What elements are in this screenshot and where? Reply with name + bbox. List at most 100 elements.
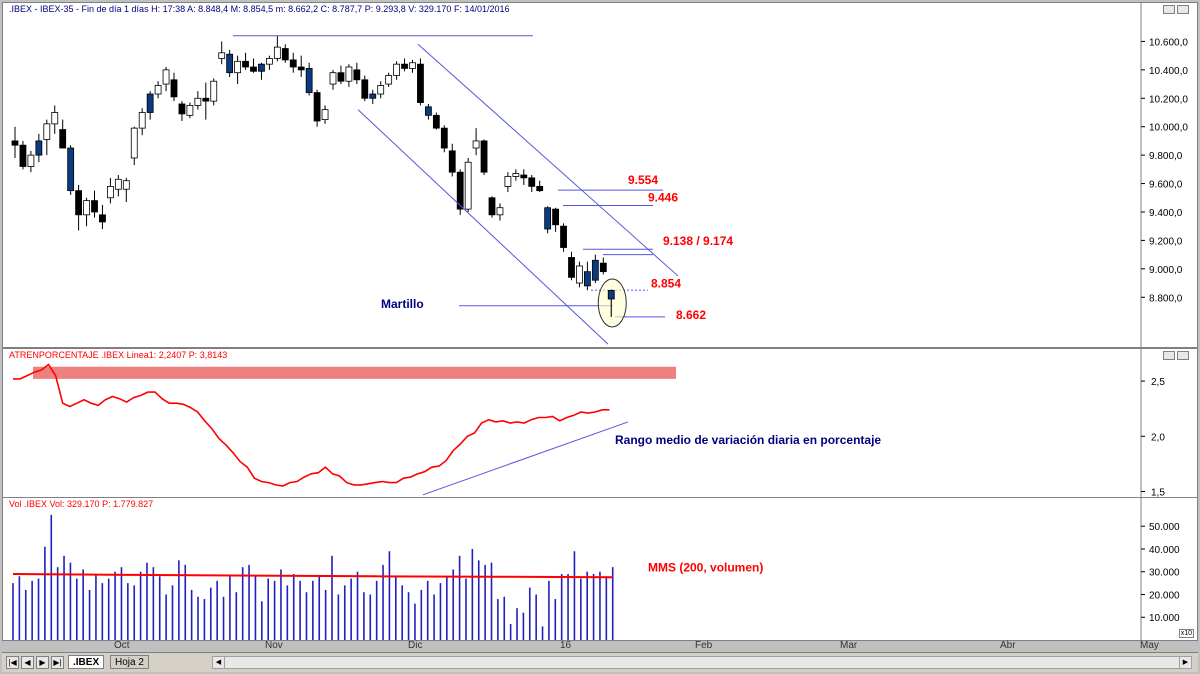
price-panel-title: .IBEX - IBEX-35 - Fin de día 1 días H: 1… — [9, 4, 510, 14]
candle-body — [448, 150, 456, 173]
candle-body — [250, 66, 257, 72]
price-y-tick-label: 9.000,0 — [1149, 265, 1183, 276]
candle-body — [297, 66, 305, 71]
candle-body — [456, 171, 464, 210]
hammer-candle-body — [607, 290, 615, 300]
candle-body — [536, 185, 544, 192]
price-y-tick-label: 10.200,0 — [1149, 94, 1188, 105]
volume-y-tick-label: 40.000 — [1149, 545, 1180, 556]
candle-body — [361, 79, 369, 99]
candle-body — [464, 161, 472, 210]
candle-body — [122, 180, 130, 190]
price-y-tick-label: 8.800,0 — [1149, 293, 1183, 304]
candle-body — [345, 66, 353, 82]
price-y-tick-label: 9.200,0 — [1149, 236, 1183, 247]
candle-body — [130, 127, 138, 159]
candle-body — [377, 85, 385, 95]
candle-body — [210, 80, 218, 102]
candle-body — [51, 112, 59, 125]
candle-body — [178, 103, 186, 115]
price-y-tick-label: 9.600,0 — [1149, 180, 1183, 191]
candle-body — [91, 200, 98, 213]
next-sheet-button[interactable]: ▶ — [36, 656, 49, 669]
candle-body — [544, 207, 552, 230]
atr-maximize-button[interactable] — [1177, 351, 1189, 360]
candle-body — [146, 93, 154, 113]
atr-panel[interactable]: 2,5 2,0 1,5 Rango medio de variación diaria… — [2, 348, 1198, 498]
tab-ibex[interactable]: .IBEX — [68, 655, 105, 669]
atr-minimize-button[interactable] — [1163, 351, 1175, 360]
price-y-tick-label: 10.000,0 — [1149, 123, 1188, 134]
label-9138-9174: 9.138 / 9.174 — [663, 234, 733, 248]
volume-panel[interactable]: 50.000 40.000 30.000 20.000 10.000 MMS (200, … — [2, 497, 1198, 641]
price-y-tick-label: 10.600,0 — [1149, 37, 1188, 48]
last-sheet-button[interactable]: ▶| — [51, 656, 64, 669]
sheet-tab-bar: |◀ ◀ ▶ ▶| .IBEX Hoja 2 ◀ ▶ — [2, 652, 1198, 672]
hammer-highlight-ellipse — [597, 278, 627, 328]
candle-body — [369, 93, 377, 99]
price-y-tick-label: 9.400,0 — [1149, 208, 1183, 219]
candle-body — [83, 200, 90, 216]
candle-body — [226, 53, 234, 74]
candle-body — [528, 177, 536, 187]
prev-sheet-button[interactable]: ◀ — [21, 656, 34, 669]
atr-annotation: Rango medio de variación diaria en porce… — [615, 433, 881, 447]
atr-y-tick-label: 2,5 — [1151, 377, 1165, 388]
volume-chart: 50.000 40.000 30.000 20.000 10.000 MMS (200, … — [12, 498, 1180, 640]
candle-body — [138, 112, 146, 129]
month-label-nov: Nov — [265, 640, 283, 651]
candle-body — [552, 208, 559, 226]
atr-y-tick-label: 2,0 — [1151, 432, 1165, 443]
price-panel[interactable]: 10.600,0 10.400,0 10.200,0 10.000,0 9.800,0 9… — [2, 2, 1198, 348]
atr-panel-title: ATRENPORCENTAJE .IBEX Linea1: 2,2407 P: … — [9, 350, 228, 360]
tab-hoja-2[interactable]: Hoja 2 — [110, 655, 149, 669]
candle-body — [281, 48, 289, 61]
price-y-tick-label: 10.400,0 — [1149, 66, 1188, 77]
channel-upper-line — [417, 43, 679, 277]
candle-body — [114, 178, 122, 190]
maximize-button[interactable] — [1177, 5, 1189, 14]
horizontal-scrollbar[interactable]: ◀ ▶ — [212, 656, 1192, 669]
candle-body — [385, 75, 393, 85]
scroll-left-arrow[interactable]: ◀ — [213, 657, 225, 668]
candle-body — [234, 60, 242, 74]
candle-body — [19, 144, 27, 167]
candle-body — [329, 72, 337, 85]
candle-body — [67, 147, 75, 192]
volume-scale-corner: x10 — [1178, 629, 1194, 638]
candle-body — [512, 173, 520, 177]
volume-panel-title: Vol .IBEX Vol: 329.170 P: 1.779.827 — [9, 499, 154, 509]
candle-body — [496, 207, 504, 216]
candle-body — [432, 114, 440, 129]
candle-body — [75, 190, 82, 216]
candle-body — [186, 104, 194, 116]
month-label-mar: Mar — [840, 640, 858, 651]
candle-body — [265, 58, 273, 65]
channel-lower-line — [357, 109, 609, 345]
scroll-right-arrow[interactable]: ▶ — [1179, 657, 1191, 668]
candle-body — [568, 257, 575, 278]
candle-body — [591, 259, 599, 281]
candle-body — [321, 109, 329, 120]
month-label-may: May — [1140, 640, 1159, 651]
volume-y-tick-label: 50.000 — [1149, 522, 1180, 533]
candle-body — [162, 69, 170, 85]
candle-body — [59, 129, 67, 149]
candle-body — [35, 140, 43, 156]
atr-y-tick-label: 1,5 — [1151, 487, 1165, 498]
candle-body — [440, 127, 448, 149]
month-label-16: 16 — [560, 640, 572, 651]
candle-body — [242, 60, 249, 68]
label-9446: 9.446 — [648, 190, 678, 204]
candle-body — [154, 85, 162, 95]
price-chart: 10.600,0 10.400,0 10.200,0 10.000,0 9.800,0 9… — [11, 3, 1188, 347]
candle-body — [584, 271, 591, 287]
candle-body — [488, 197, 496, 216]
candle-body — [560, 225, 567, 248]
atr-highlight-band — [33, 366, 676, 379]
candle-body — [305, 68, 313, 93]
candle-body — [258, 63, 265, 72]
first-sheet-button[interactable]: |◀ — [6, 656, 19, 669]
minimize-button[interactable] — [1163, 5, 1175, 14]
